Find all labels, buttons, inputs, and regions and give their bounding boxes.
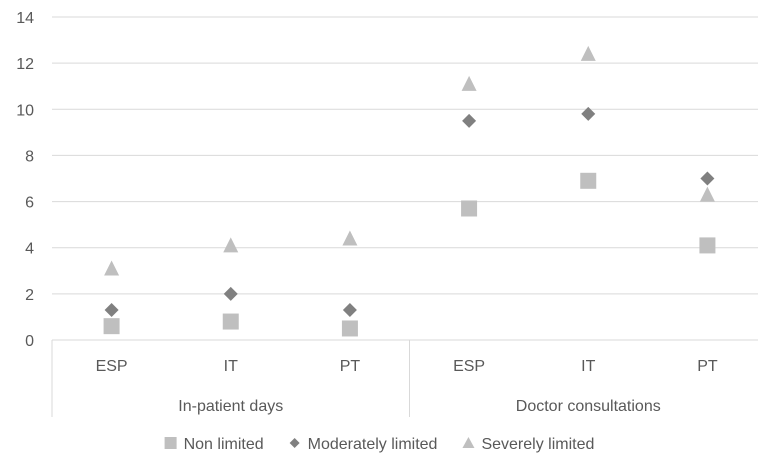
- data-point-triangle: [580, 45, 596, 61]
- category-label: ESP: [453, 358, 485, 375]
- y-tick-label: 8: [25, 148, 34, 165]
- y-axis-ticks: 0 2 4 6 8 10 12 14: [16, 10, 34, 350]
- y-tick-label: 14: [16, 10, 34, 27]
- legend-marker-diamond: [289, 438, 300, 448]
- category-label: PT: [697, 358, 718, 375]
- legend: Non limited Moderately limited Severely li…: [164, 436, 594, 453]
- group-label: Doctor consultations: [516, 398, 661, 415]
- data-point-square: [699, 237, 716, 254]
- category-label: IT: [581, 358, 595, 375]
- data-point-square: [461, 200, 478, 217]
- y-tick-label: 12: [16, 56, 34, 73]
- y-tick-label: 6: [25, 195, 34, 212]
- y-tick-label: 0: [25, 333, 34, 350]
- group-label: In-patient days: [178, 398, 283, 415]
- data-point-square: [103, 318, 120, 335]
- gridlines: [52, 16, 758, 295]
- data-point-triangle: [461, 75, 477, 91]
- y-tick-label: 4: [25, 241, 34, 258]
- category-label: PT: [340, 358, 361, 375]
- legend-entry: Severely limited: [481, 436, 594, 453]
- y-tick-label: 10: [16, 102, 34, 119]
- data-point-diamond: [223, 286, 238, 301]
- data-point-diamond: [462, 113, 477, 128]
- data-point-diamond: [581, 106, 596, 121]
- data-point-square: [580, 172, 597, 189]
- data-point-triangle: [699, 186, 715, 202]
- category-label: IT: [224, 358, 238, 375]
- data-point-square: [222, 313, 239, 330]
- category-label: ESP: [96, 358, 128, 375]
- data-point-diamond: [342, 303, 357, 318]
- y-tick-label: 2: [25, 287, 34, 304]
- data-point-triangle: [342, 230, 358, 246]
- category-axis: ESP IT PT ESP IT PT In-patient days Doctor cons…: [51, 339, 758, 417]
- data-points: [103, 45, 716, 337]
- data-point-diamond: [104, 303, 119, 318]
- data-point-diamond: [700, 171, 715, 186]
- legend-marker-square: [164, 437, 177, 449]
- legend-entry: Moderately limited: [308, 436, 438, 453]
- data-point-square: [341, 320, 358, 337]
- legend-entry: Non limited: [184, 436, 264, 453]
- data-point-triangle: [223, 237, 239, 253]
- data-point-triangle: [104, 260, 120, 276]
- legend-marker-triangle: [462, 437, 475, 448]
